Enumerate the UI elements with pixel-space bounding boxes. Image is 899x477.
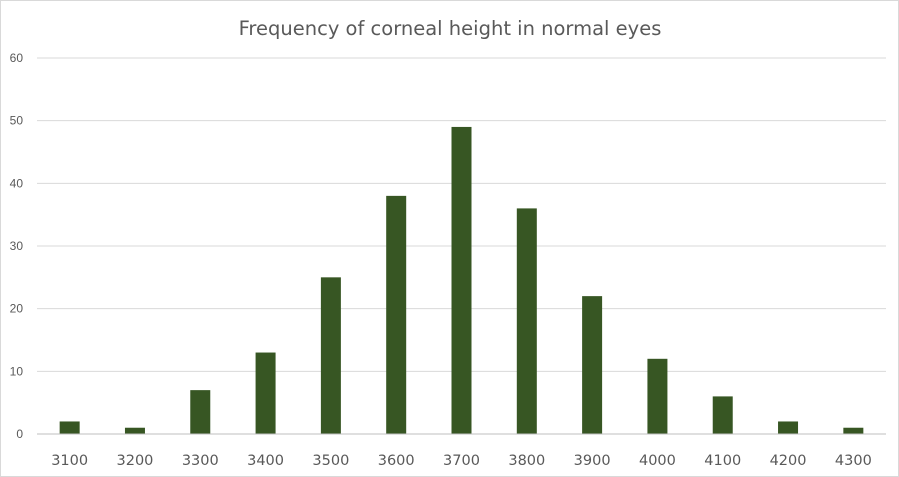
x-tick-label: 3300 xyxy=(182,453,219,469)
bar-3300 xyxy=(190,390,211,434)
y-tick-label: 20 xyxy=(10,302,24,316)
x-tick-label: 3900 xyxy=(574,453,611,469)
y-tick-label: 30 xyxy=(10,239,24,253)
y-tick-label: 50 xyxy=(10,114,24,128)
bar-3600 xyxy=(386,195,407,434)
x-tick-label: 3700 xyxy=(443,453,480,469)
bar-4000 xyxy=(647,358,668,434)
y-tick-label: 0 xyxy=(16,427,23,441)
bar-3900 xyxy=(582,296,603,434)
x-tick-label: 3200 xyxy=(117,453,154,469)
bar-4100 xyxy=(712,396,733,434)
x-tick-label: 3100 xyxy=(51,453,88,469)
bar-4300 xyxy=(843,427,864,434)
y-tick-label: 40 xyxy=(10,176,24,190)
chart-title: Frequency of corneal height in normal ey… xyxy=(239,17,662,40)
bar-3700 xyxy=(451,126,472,434)
bar-4200 xyxy=(778,421,799,434)
y-axis-ticks: 0 10 20 30 40 50 60 xyxy=(10,51,24,441)
x-tick-label: 4100 xyxy=(704,453,741,469)
x-tick-label: 4200 xyxy=(770,453,807,469)
y-tick-label: 10 xyxy=(10,364,24,378)
x-tick-label: 3500 xyxy=(312,453,349,469)
y-tick-label: 60 xyxy=(10,51,24,65)
bar-3800 xyxy=(516,208,537,434)
x-tick-label: 4000 xyxy=(639,453,676,469)
x-tick-label: 3800 xyxy=(508,453,545,469)
x-tick-label: 4300 xyxy=(835,453,872,469)
x-axis-ticks: 3100 3200 3300 3400 3500 3600 3700 3800 3900 4000… xyxy=(51,453,872,469)
x-tick-label: 3400 xyxy=(247,453,284,469)
bar-3100 xyxy=(59,421,80,434)
x-tick-label: 3600 xyxy=(378,453,415,469)
bar-3400 xyxy=(255,352,276,434)
bars xyxy=(59,126,864,434)
bar-3200 xyxy=(124,427,145,434)
bar-3500 xyxy=(320,277,341,434)
